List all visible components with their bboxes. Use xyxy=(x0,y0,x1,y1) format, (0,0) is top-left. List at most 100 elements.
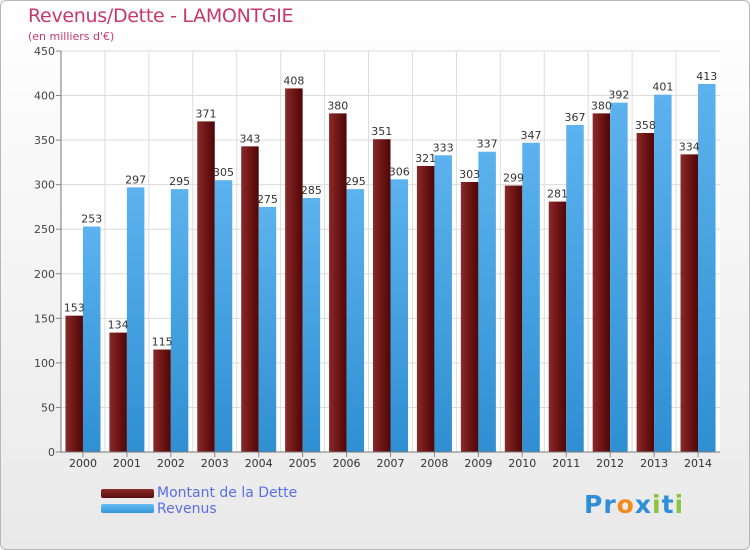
proxiti-logo: Proxiti xyxy=(584,490,684,519)
data-label-revenue: 306 xyxy=(389,165,410,178)
bar-debt xyxy=(460,181,479,452)
logo-letter: P xyxy=(584,490,604,519)
chart-subtitle: (en milliers d'€) xyxy=(28,30,115,43)
x-tick-label: 2011 xyxy=(552,457,580,470)
data-label-revenue: 305 xyxy=(213,166,234,179)
x-tick-label: 2010 xyxy=(508,457,536,470)
bar-revenue xyxy=(654,94,672,453)
legend-swatch-debt xyxy=(101,489,154,498)
data-label-debt: 380 xyxy=(591,99,612,112)
x-tick-label: 2003 xyxy=(201,457,229,470)
x-tick-label: 2001 xyxy=(113,457,141,470)
data-label-debt: 281 xyxy=(547,188,568,201)
data-label-revenue: 413 xyxy=(696,70,717,83)
data-label-debt: 153 xyxy=(64,302,85,315)
data-label-revenue: 337 xyxy=(477,138,498,151)
x-tick-label: 2006 xyxy=(333,457,361,470)
bar-debt xyxy=(197,121,215,453)
x-tick-label: 2013 xyxy=(640,457,668,470)
bar-debt xyxy=(241,146,259,453)
data-label-debt: 343 xyxy=(239,132,260,145)
data-label-debt: 134 xyxy=(108,319,129,332)
x-tick-label: 2005 xyxy=(289,457,317,470)
chart-title: Revenus/Dette - LAMONTGIE xyxy=(28,5,294,27)
bar-debt xyxy=(504,185,523,452)
legend-label-revenue: Revenus xyxy=(157,501,217,517)
bar-debt xyxy=(373,139,391,452)
bar-debt xyxy=(329,113,347,452)
y-tick-label: 50 xyxy=(41,401,55,414)
data-label-debt: 358 xyxy=(635,119,656,132)
data-label-revenue: 253 xyxy=(81,213,102,226)
bar-revenue xyxy=(434,155,452,452)
bar-revenue xyxy=(390,179,408,452)
x-tick-label: 2007 xyxy=(377,457,405,470)
bar-revenue xyxy=(258,206,277,452)
y-tick-label: 150 xyxy=(34,312,55,325)
x-tick-label: 2009 xyxy=(464,457,492,470)
data-label-debt: 371 xyxy=(196,107,217,120)
bar-revenue xyxy=(214,180,233,452)
bar-debt xyxy=(109,332,127,452)
data-label-debt: 380 xyxy=(327,99,348,112)
bar-debt xyxy=(416,165,435,452)
y-tick-label: 400 xyxy=(34,90,55,103)
x-tick-label: 2004 xyxy=(245,457,273,470)
legend-swatch-revenue xyxy=(101,504,154,513)
logo-letter: i xyxy=(652,490,662,519)
data-label-revenue: 347 xyxy=(521,129,542,142)
data-label-revenue: 285 xyxy=(301,184,322,197)
bar-revenue xyxy=(82,226,101,452)
data-label-revenue: 295 xyxy=(169,175,190,188)
logo-letter: r xyxy=(603,490,617,519)
bar-revenue xyxy=(610,102,628,452)
bar-revenue xyxy=(302,198,321,452)
data-label-revenue: 401 xyxy=(652,81,673,94)
y-tick-label: 100 xyxy=(34,357,55,370)
bar-debt xyxy=(636,132,655,452)
data-label-debt: 408 xyxy=(283,74,304,87)
data-label-revenue: 333 xyxy=(433,141,454,154)
data-label-debt: 303 xyxy=(459,168,480,181)
bar-debt xyxy=(548,201,567,452)
data-label-debt: 115 xyxy=(152,336,173,349)
bar-revenue xyxy=(346,189,365,452)
y-tick-label: 450 xyxy=(34,45,55,58)
bar-debt xyxy=(592,113,611,452)
bar-debt xyxy=(153,349,171,452)
y-tick-label: 200 xyxy=(34,268,55,281)
data-label-debt: 321 xyxy=(415,152,436,165)
y-tick-label: 250 xyxy=(34,223,55,236)
bar-revenue xyxy=(126,187,145,452)
logo-letter: t xyxy=(661,490,675,519)
data-label-revenue: 367 xyxy=(564,111,585,124)
bar-revenue xyxy=(170,189,189,452)
bar-revenue xyxy=(522,142,540,453)
data-label-debt: 299 xyxy=(503,172,524,185)
bar-debt xyxy=(680,154,699,452)
x-tick-label: 2008 xyxy=(420,457,448,470)
logo-letter: o xyxy=(616,490,635,519)
data-label-revenue: 297 xyxy=(125,173,146,186)
bar-revenue xyxy=(566,124,584,452)
x-tick-label: 2014 xyxy=(684,457,712,470)
data-label-debt: 334 xyxy=(679,140,700,153)
data-label-debt: 351 xyxy=(371,125,392,138)
bar-debt xyxy=(285,88,303,452)
data-label-revenue: 295 xyxy=(345,175,366,188)
x-tick-label: 2000 xyxy=(69,457,97,470)
y-tick-label: 300 xyxy=(34,179,55,192)
bar-debt xyxy=(65,315,83,452)
logo-letter: i xyxy=(674,490,685,519)
x-tick-label: 2002 xyxy=(157,457,185,470)
y-tick-label: 350 xyxy=(34,134,55,147)
data-label-revenue: 392 xyxy=(608,89,629,102)
bar-revenue xyxy=(698,83,716,453)
legend-label-debt: Montant de la Dette xyxy=(157,485,298,501)
bar-revenue xyxy=(478,151,496,452)
x-tick-label: 2012 xyxy=(596,457,624,470)
logo-letter: x xyxy=(634,490,652,519)
data-label-revenue: 275 xyxy=(257,193,278,206)
